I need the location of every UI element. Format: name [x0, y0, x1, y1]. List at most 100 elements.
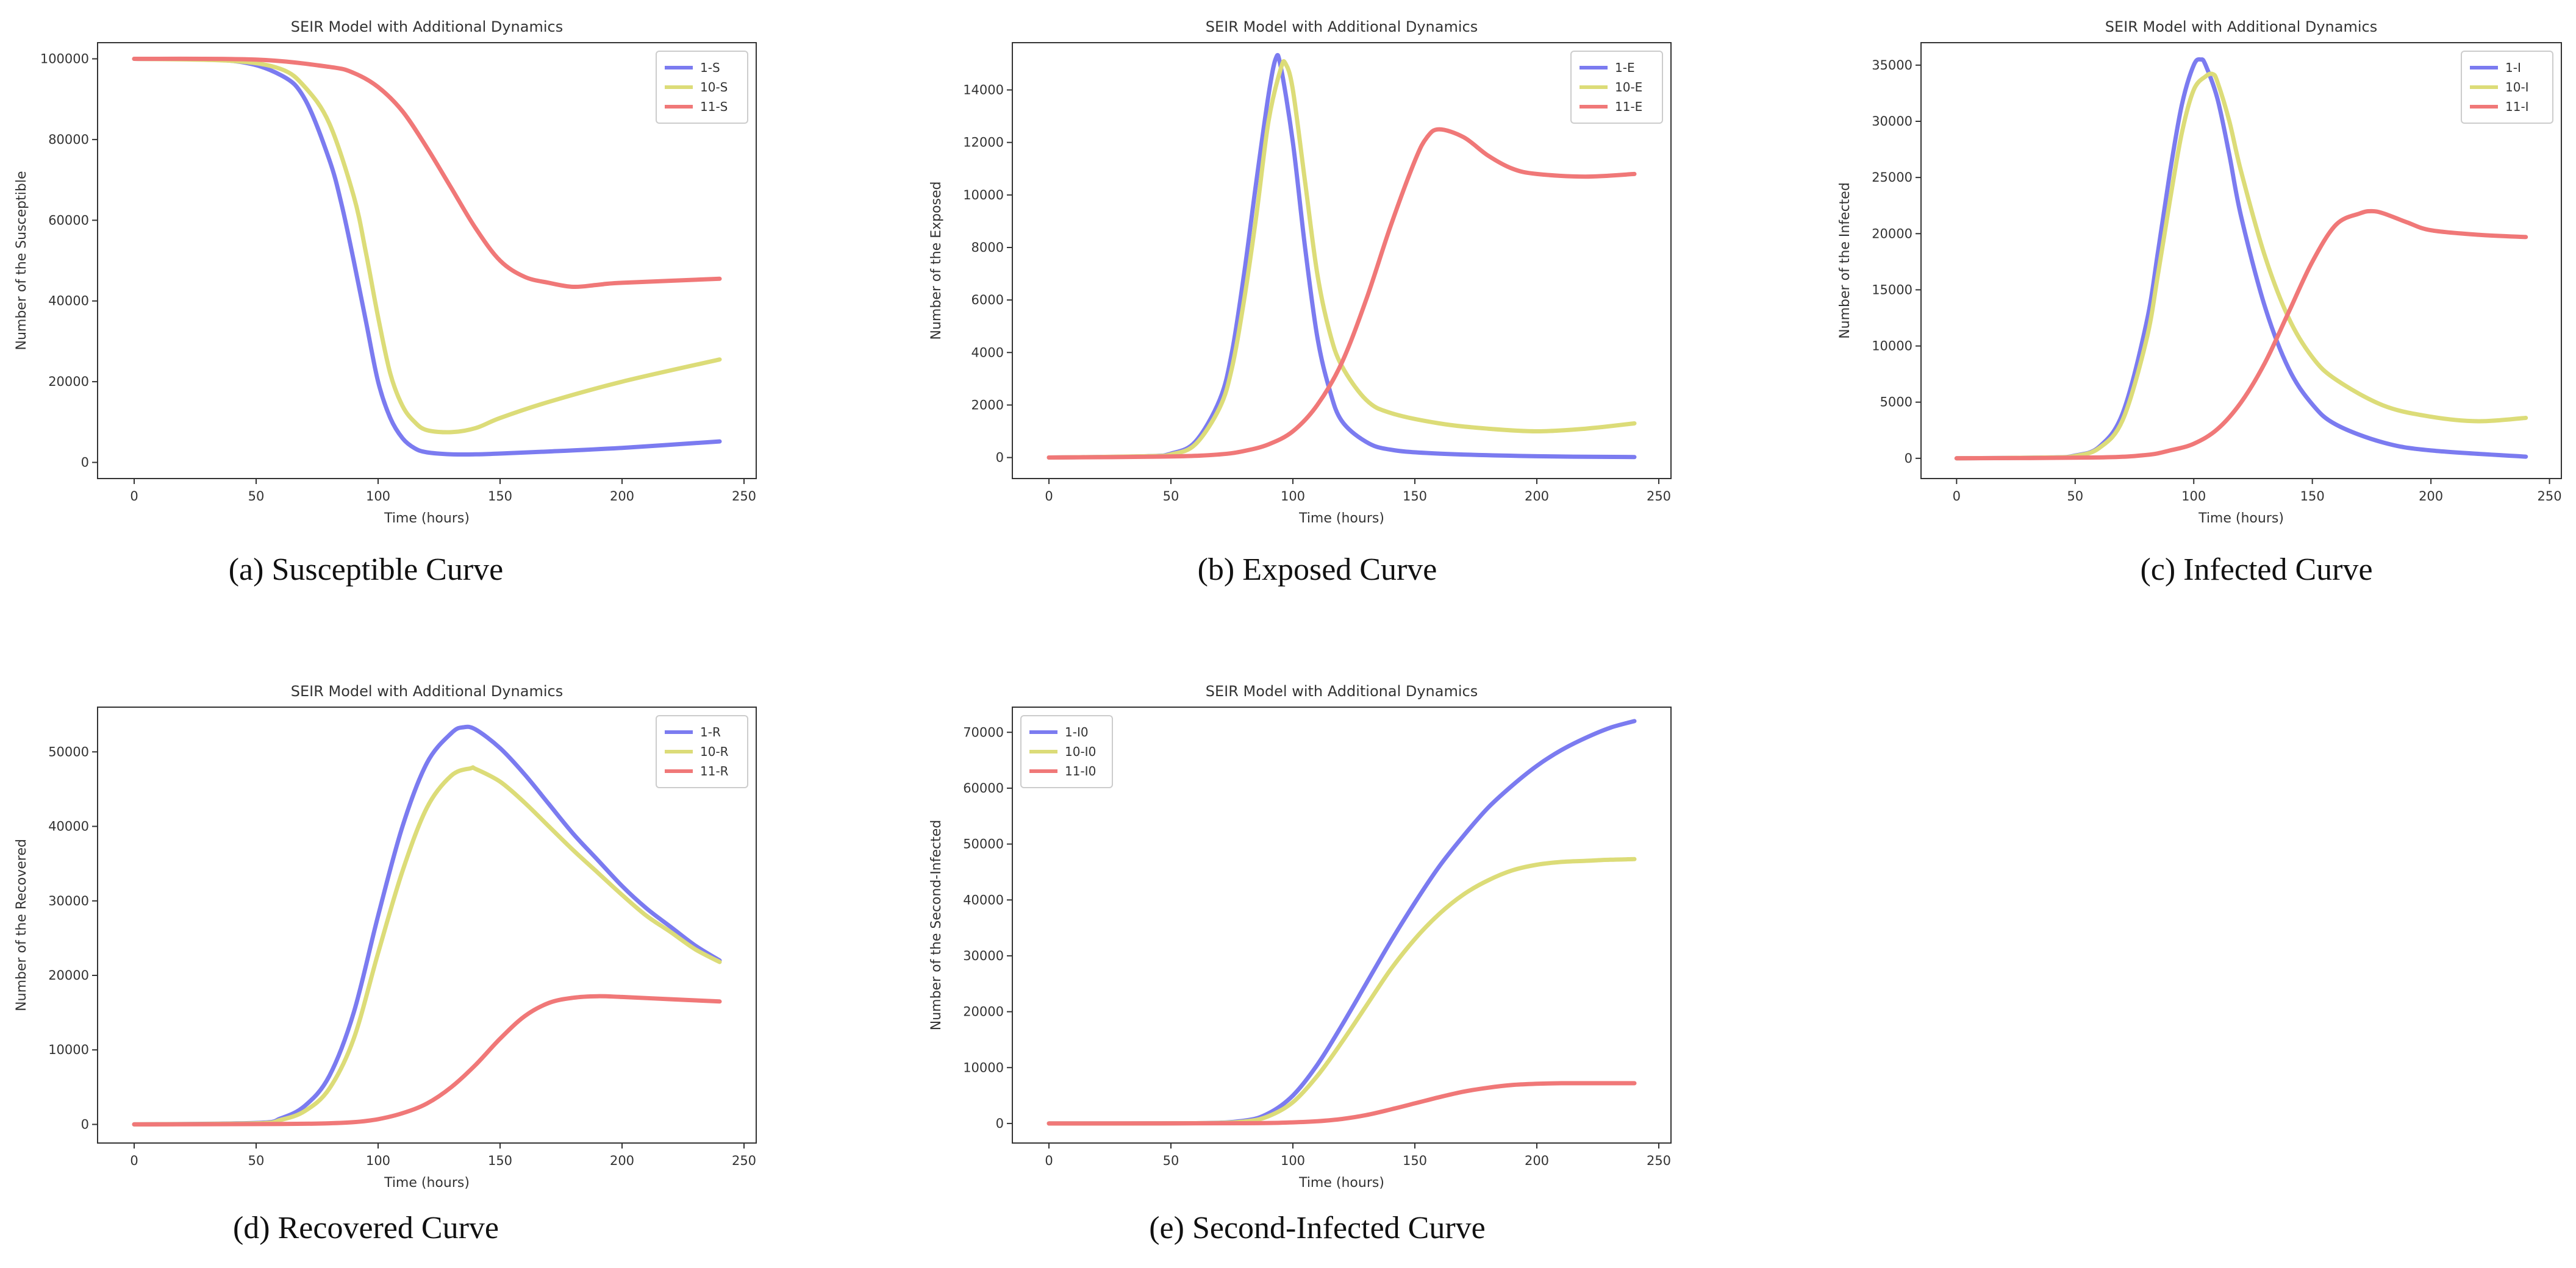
- chart-0-x-tick-label: 100: [366, 489, 390, 504]
- chart-1-y-tick-label: 0: [996, 451, 1004, 465]
- caption-susceptible: (a) Susceptible Curve: [228, 552, 504, 587]
- chart-3-legend: 1-R 10-R 11-R: [656, 715, 748, 788]
- caption-exposed: (b) Exposed Curve: [1197, 552, 1437, 587]
- chart-4-title: SEIR Model with Additional Dynamics: [1206, 683, 1478, 700]
- chart-3-x-tick-label: 250: [732, 1153, 756, 1168]
- chart-exposed: SEIR Model with Additional Dynamics 0 50 10…: [929, 18, 1672, 526]
- chart-3-x-tick-label: 150: [488, 1153, 512, 1168]
- chart-0-y-tick-label: 20000: [48, 374, 89, 389]
- chart-4-y-tick-label: 20000: [963, 1005, 1004, 1019]
- chart-4-legend-label-1-I0: 1-I0: [1065, 725, 1089, 739]
- chart-2-x-axis-label: Time (hours): [2198, 511, 2284, 526]
- chart-4-y-tick-label: 40000: [963, 892, 1004, 907]
- chart-1-x-tick-label: 150: [1403, 489, 1427, 504]
- chart-1-series-line-11-E: [1046, 127, 1637, 460]
- chart-2-legend-label-1-I: 1-I: [2505, 60, 2521, 75]
- chart-0-legend-label-11-S: 11-S: [700, 99, 728, 114]
- chart-4-axes-frame: [1012, 707, 1672, 1144]
- chart-1-y-tick-label: 2000: [971, 397, 1004, 412]
- chart-panel-infected: SEIR Model with Additional Dynamics 0 50 10…: [1823, 0, 2574, 530]
- chart-panel-recovered: SEIR Model with Additional Dynamics 0 50 10…: [0, 664, 768, 1195]
- chart-4-y-tick-label: 60000: [963, 781, 1004, 796]
- chart-4-x-tick-label: 50: [1163, 1153, 1179, 1168]
- chart-infected: SEIR Model with Additional Dynamics 0 50 10…: [1837, 18, 2562, 526]
- chart-1-x-tick-label: 50: [1163, 489, 1179, 504]
- caption-second-infected: (e) Second-Infected Curve: [1149, 1211, 1486, 1245]
- chart-3-y-tick-label: 10000: [48, 1042, 89, 1057]
- chart-3-title: SEIR Model with Additional Dynamics: [291, 683, 563, 700]
- chart-2-series-line-11-I: [1954, 208, 2528, 461]
- chart-4-x-tick-label: 200: [1525, 1153, 1549, 1168]
- chart-4-x-tick-label: 0: [1045, 1153, 1053, 1168]
- chart-3-y-tick-label: 20000: [48, 968, 89, 983]
- chart-4-y-tick-label: 30000: [963, 949, 1004, 963]
- chart-recovered: SEIR Model with Additional Dynamics 0 50 10…: [14, 683, 757, 1191]
- chart-0-y-tick-label: 100000: [40, 51, 89, 66]
- chart-2-y-tick-label: 35000: [1872, 58, 1912, 73]
- chart-1-y-tick-label: 10000: [963, 188, 1004, 202]
- chart-1-x-tick-label: 100: [1281, 489, 1305, 504]
- chart-0-x-axis-label: Time (hours): [384, 511, 470, 526]
- chart-3-x-tick-label: 100: [366, 1153, 390, 1168]
- chart-1-legend-label-10-E: 10-E: [1615, 80, 1642, 94]
- chart-1-y-tick-label: 14000: [963, 83, 1004, 98]
- chart-1-series-line-1-E: [1046, 52, 1637, 460]
- chart-0-x-tick-label: 50: [248, 489, 265, 504]
- chart-2-x-tick-label: 100: [2181, 489, 2206, 504]
- chart-4-y-tick-label: 70000: [963, 725, 1004, 739]
- chart-3-legend-label-10-R: 10-R: [700, 744, 729, 759]
- chart-0-x-tick-label: 250: [732, 489, 756, 504]
- chart-0-title: SEIR Model with Additional Dynamics: [291, 18, 563, 35]
- chart-4-x-axis-label: Time (hours): [1298, 1175, 1384, 1191]
- chart-3-legend-label-11-R: 11-R: [700, 764, 729, 778]
- chart-3-y-tick-label: 0: [81, 1117, 89, 1131]
- chart-3-y-tick-label: 40000: [48, 819, 89, 834]
- chart-0-y-tick-label: 80000: [48, 132, 89, 147]
- chart-0-legend-label-10-S: 10-S: [700, 80, 728, 94]
- chart-2-y-tick-label: 15000: [1872, 282, 1912, 297]
- chart-3-y-axis-label: Number of the Recovered: [14, 839, 29, 1011]
- chart-0-x-tick-label: 200: [610, 489, 634, 504]
- chart-2-y-tick-label: 0: [1905, 451, 1912, 466]
- chart-1-axes-frame: [1012, 42, 1672, 479]
- chart-3-x-axis-label: Time (hours): [384, 1175, 470, 1191]
- chart-0-y-tick-label: 60000: [48, 213, 89, 227]
- chart-0-y-tick-label: 40000: [48, 294, 89, 308]
- chart-3-series-line-11-R: [132, 994, 722, 1127]
- chart-1-y-axis-label: Number of the Exposed: [929, 182, 944, 340]
- chart-3-y-tick-label: 50000: [48, 744, 89, 759]
- chart-3-y-tick-label: 30000: [48, 894, 89, 908]
- chart-2-series-line-10-I: [1954, 71, 2528, 461]
- chart-3-x-tick-label: 0: [130, 1153, 138, 1168]
- chart-2-y-tick-label: 25000: [1872, 170, 1912, 185]
- caption-infected: (c) Infected Curve: [2140, 552, 2373, 587]
- chart-2-x-tick-label: 50: [2067, 489, 2083, 504]
- chart-0-legend-label-1-S: 1-S: [700, 60, 720, 75]
- chart-1-series-line-10-E: [1046, 59, 1637, 460]
- chart-1-title: SEIR Model with Additional Dynamics: [1206, 18, 1478, 35]
- chart-1-legend-label-11-E: 11-E: [1615, 99, 1642, 114]
- chart-0-y-axis-label: Number of the Susceptible: [14, 171, 29, 351]
- chart-1-x-tick-label: 250: [1647, 489, 1671, 504]
- chart-3-axes-frame: [97, 707, 757, 1144]
- chart-4-y-tick-label: 0: [996, 1116, 1004, 1131]
- chart-2-y-tick-label: 5000: [1880, 395, 1912, 410]
- chart-2-x-tick-label: 250: [2538, 489, 2562, 504]
- chart-1-y-tick-label: 12000: [963, 135, 1004, 150]
- chart-4-x-tick-label: 250: [1647, 1153, 1671, 1168]
- chart-1-x-axis-label: Time (hours): [1298, 511, 1384, 526]
- chart-3-legend-label-1-R: 1-R: [700, 725, 721, 739]
- chart-2-legend: 1-I 10-I 11-I: [2461, 51, 2553, 124]
- chart-4-y-tick-label: 50000: [963, 837, 1004, 852]
- chart-1-legend-label-1-E: 1-E: [1615, 60, 1635, 75]
- chart-2-y-tick-label: 20000: [1872, 226, 1912, 241]
- chart-4-x-tick-label: 100: [1281, 1153, 1305, 1168]
- chart-1-x-tick-label: 200: [1525, 489, 1549, 504]
- chart-1-y-tick-label: 8000: [971, 240, 1004, 255]
- chart-2-x-tick-label: 0: [1953, 489, 1961, 504]
- chart-4-series-line-10-I0: [1046, 857, 1637, 1126]
- chart-0-series-line-11-S: [132, 56, 722, 290]
- chart-3-series-line-10-R: [132, 765, 722, 1127]
- chart-susceptible: SEIR Model with Additional Dynamics 0 50 10…: [14, 18, 757, 526]
- chart-0-series-line-10-S: [132, 57, 722, 435]
